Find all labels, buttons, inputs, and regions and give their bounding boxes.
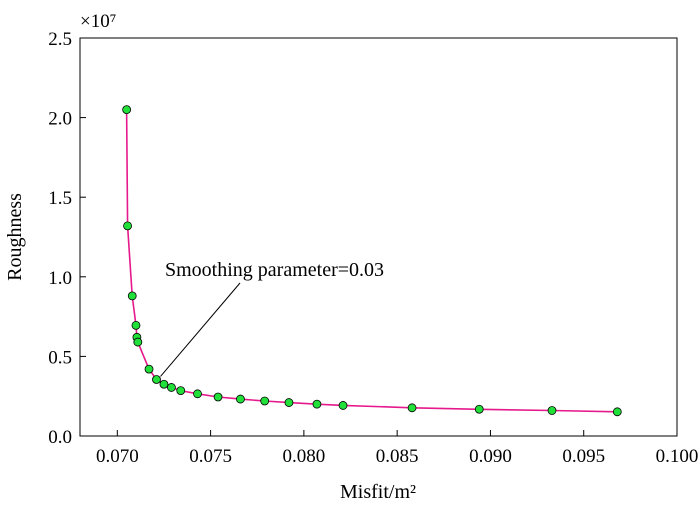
data-point	[127, 291, 137, 301]
data-point	[176, 386, 186, 396]
data-point	[612, 407, 622, 417]
data-point	[213, 392, 223, 402]
y-tick-label: 1.0	[48, 268, 72, 289]
annotation-leader-line	[160, 282, 241, 377]
y-multiplier-label: ×10⁷	[80, 11, 116, 32]
data-point	[133, 337, 143, 347]
data-point	[152, 375, 161, 384]
data-point	[144, 364, 154, 374]
x-axis-title: Misfit/m²	[340, 481, 416, 503]
data-point	[547, 406, 557, 415]
annotation-text: Smoothing parameter=0.03	[165, 259, 384, 281]
x-axis-ticks: 0.070 0.075 0.080 0.085 0.090 0.095 0.100	[96, 430, 698, 467]
data-point	[131, 320, 141, 330]
annotation-layer: Smoothing parameter=0.03	[160, 259, 384, 377]
data-point	[338, 401, 348, 410]
series-line	[125, 109, 618, 413]
data-point	[312, 399, 322, 409]
data-point	[123, 221, 132, 231]
plot-area	[79, 37, 678, 437]
data-point	[474, 404, 484, 414]
x-tick-label: 0.095	[562, 446, 605, 467]
x-tick-label: 0.070	[96, 446, 139, 467]
data-point	[159, 379, 169, 389]
x-tick-label: 0.080	[283, 446, 326, 467]
y-axis-title: Roughness	[4, 193, 26, 281]
data-point	[193, 389, 202, 399]
series-layer	[122, 105, 622, 417]
y-tick-label: 0.0	[48, 427, 72, 448]
data-point	[407, 403, 417, 413]
x-tick-label: 0.090	[469, 446, 512, 467]
y-tick-label: 2.5	[48, 29, 72, 50]
plot-frame	[79, 37, 678, 437]
data-point	[284, 398, 294, 407]
data-point	[122, 105, 132, 115]
y-tick-label: 0.5	[48, 347, 72, 368]
data-point	[260, 396, 270, 406]
data-point	[167, 383, 176, 392]
y-tick-label: 2.0	[48, 109, 72, 130]
x-tick-label: 0.100	[656, 446, 699, 467]
x-tick-label: 0.075	[189, 446, 232, 467]
y-axis-ticks: 0.0 0.5 1.0 1.5 2.0 2.5	[48, 29, 86, 448]
data-point	[236, 394, 245, 404]
x-tick-label: 0.085	[376, 446, 419, 467]
y-tick-label: 1.5	[48, 188, 72, 209]
